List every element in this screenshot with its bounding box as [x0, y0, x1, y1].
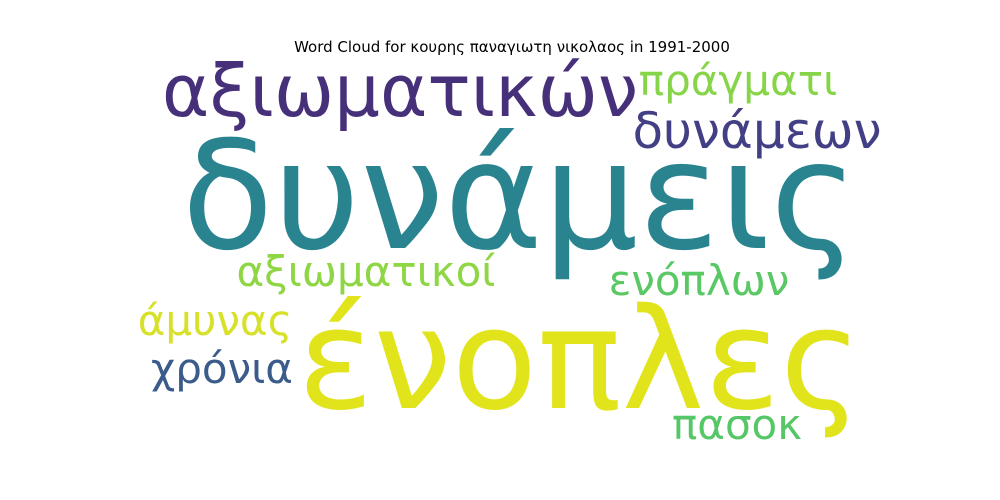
- word-6: αξιωματικοί: [236, 247, 495, 296]
- word-7: ενόπλων: [609, 256, 790, 305]
- word-5: πράγματι: [639, 56, 837, 105]
- word-10: πασοκ: [672, 400, 802, 449]
- word-4: δυνάμεων: [632, 102, 881, 160]
- word-2: ένοπλες: [298, 279, 863, 442]
- word-8: άμυνας: [138, 296, 293, 345]
- word-1: δυνάμεις: [182, 110, 859, 284]
- word-3: αξιωματικών: [162, 49, 638, 133]
- chart-title: Word Cloud for κουρης παναγιωτη νικολαος…: [294, 38, 730, 56]
- word-9: χρόνια: [151, 344, 293, 393]
